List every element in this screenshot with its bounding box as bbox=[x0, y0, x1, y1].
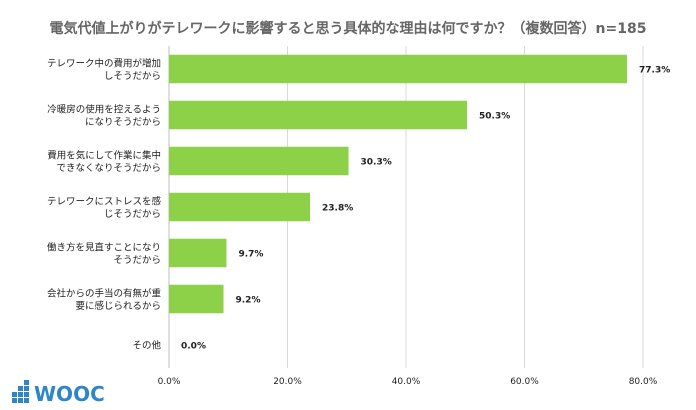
bars bbox=[169, 54, 628, 314]
value-label: 30.3% bbox=[361, 158, 392, 168]
category-label: 会社からの手当の有無が重要に感じられるから bbox=[47, 287, 162, 312]
category-label: 費用を気にして作業に集中できなくなりそうだから bbox=[47, 149, 161, 174]
category-label-line: その他 bbox=[132, 340, 161, 352]
chart-title: 電気代値上がりがテレワークに影響すると思う具体的な理由は何ですか？（複数回答）n… bbox=[49, 21, 647, 37]
category-label-line: 会社からの手当の有無が重 bbox=[47, 287, 162, 299]
bar bbox=[169, 100, 468, 130]
category-label-line: じそうだから bbox=[104, 209, 161, 220]
value-label: 0.0% bbox=[181, 342, 206, 352]
value-label: 50.3% bbox=[479, 112, 510, 122]
bar-blocks-icon bbox=[12, 380, 29, 403]
category-label-line: になりそうだから bbox=[85, 117, 161, 128]
category-label: 冷暖房の使用を控えるようになりそうだから bbox=[47, 103, 161, 128]
x-tick-label: 40.0% bbox=[392, 377, 421, 387]
category-label-line: しそうだから bbox=[104, 71, 161, 82]
bar bbox=[169, 284, 224, 314]
category-label-line: そうだから bbox=[113, 255, 161, 266]
x-tick-label: 0.0% bbox=[158, 377, 181, 387]
x-tick-label: 60.0% bbox=[510, 377, 539, 387]
value-label: 23.8% bbox=[322, 204, 353, 214]
x-tick-label: 20.0% bbox=[273, 377, 302, 387]
bar bbox=[169, 146, 349, 176]
bar bbox=[169, 238, 227, 268]
category-label-line: テレワーク中の費用が増加 bbox=[47, 57, 161, 69]
category-label: テレワーク中の費用が増加しそうだから bbox=[47, 57, 161, 82]
bar bbox=[169, 54, 628, 84]
category-label-line: 費用を気にして作業に集中 bbox=[47, 149, 161, 161]
category-label-line: 冷暖房の使用を控えるよう bbox=[47, 103, 161, 115]
category-labels: テレワーク中の費用が増加しそうだから冷暖房の使用を控えるようになりそうだから費用… bbox=[47, 57, 162, 351]
category-label: テレワークにストレスを感じそうだから bbox=[47, 195, 162, 220]
category-label-line: 働き方を見直すことになり bbox=[47, 241, 161, 253]
category-label: その他 bbox=[132, 340, 161, 352]
x-tick-label: 80.0% bbox=[629, 377, 658, 387]
value-label: 9.2% bbox=[236, 296, 261, 306]
bar bbox=[169, 192, 311, 222]
x-axis-tick-labels: 0.0% 20.0% 40.0% 60.0% 80.0% bbox=[158, 377, 658, 387]
logo-text: WOOC bbox=[34, 382, 105, 406]
value-label: 77.3% bbox=[639, 66, 670, 76]
category-label: 働き方を見直すことになりそうだから bbox=[47, 241, 161, 266]
category-label-line: テレワークにストレスを感 bbox=[47, 195, 162, 207]
category-label-line: できなくなりそうだから bbox=[56, 163, 161, 174]
value-label: 9.7% bbox=[238, 250, 263, 260]
category-label-line: 要に感じられるから bbox=[75, 300, 161, 312]
value-labels: 77.3% 50.3% 30.3% 23.8% 9.7% 9.2% 0.0% bbox=[181, 66, 670, 352]
wooc-logo: WOOC bbox=[12, 380, 105, 406]
